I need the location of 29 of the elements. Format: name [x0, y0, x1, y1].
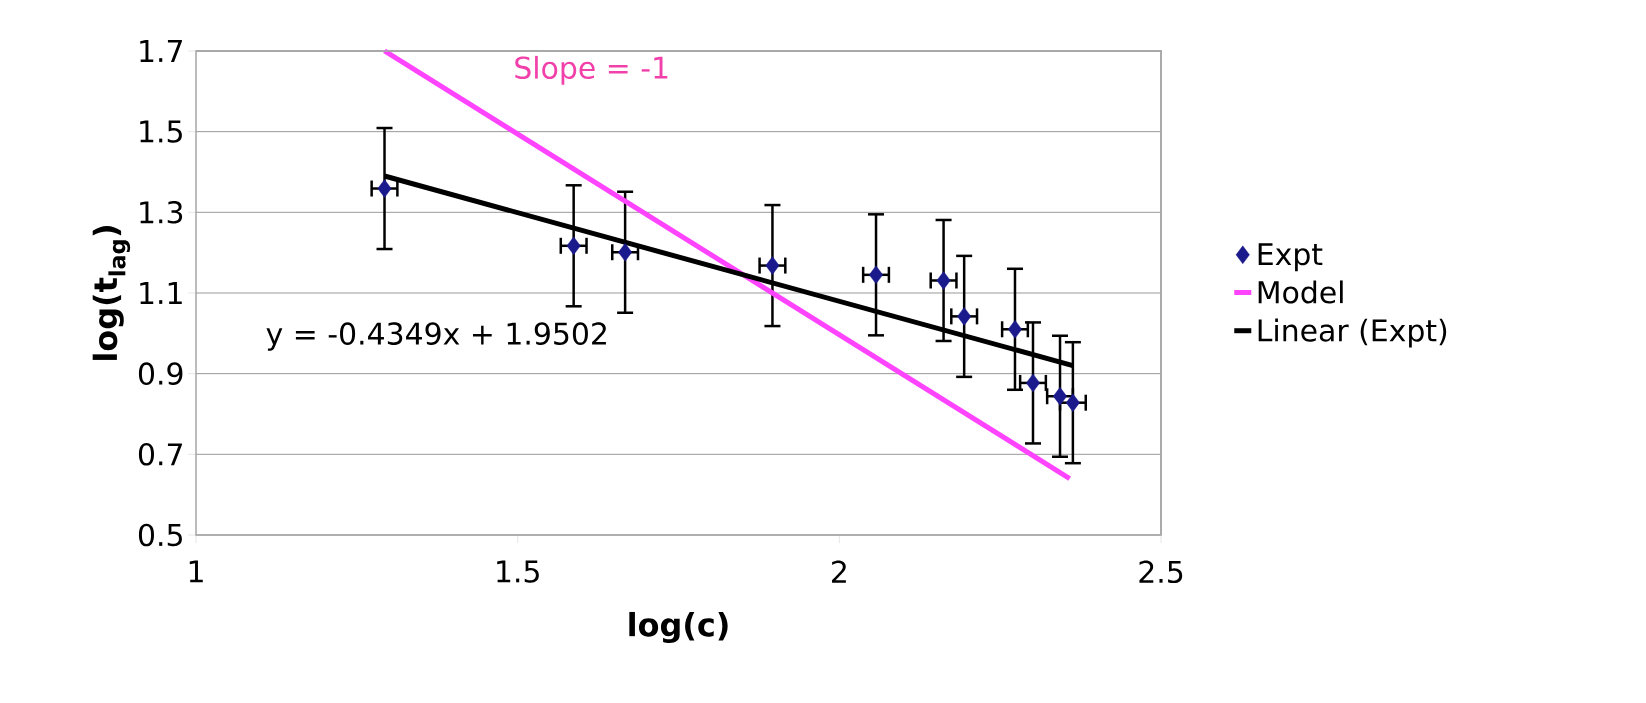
point — [1026, 373, 1040, 393]
x-axis-title: log(c) — [629, 611, 728, 644]
y-tick-label: 1.1 — [140, 282, 182, 304]
y-tick-label: 0.9 — [138, 362, 183, 385]
point — [957, 307, 972, 326]
point — [566, 236, 581, 255]
legend-label: Expt — [1258, 243, 1323, 272]
annotation: y = -0.4349x + 1.9502 — [266, 322, 606, 351]
x-tick-label: 2 — [832, 560, 846, 583]
y-tick-label: 0.5 — [138, 523, 182, 547]
point — [1008, 320, 1022, 339]
point — [377, 179, 392, 198]
point — [765, 256, 780, 275]
y-tick-label: 1.5 — [140, 120, 182, 143]
point — [1065, 393, 1080, 412]
y-tick-label: 1.3 — [140, 201, 183, 224]
annotation: Slope = -1 — [515, 55, 668, 85]
x-tick-label: 2.5 — [1139, 560, 1183, 584]
point — [1053, 387, 1067, 406]
legend-label: Linear (Expt) — [1258, 318, 1447, 348]
legend-label: Model — [1258, 280, 1343, 304]
point — [618, 243, 633, 262]
y-axis-title: log(t$_{lag}$) — [92, 226, 131, 360]
point — [936, 271, 951, 290]
x-tick-label: 1.5 — [497, 560, 539, 583]
x-tick-label: 1 — [189, 560, 203, 583]
y-tick-label: 0.7 — [138, 443, 182, 466]
point — [869, 265, 883, 285]
y-tick-label: 1.7 — [140, 40, 182, 62]
